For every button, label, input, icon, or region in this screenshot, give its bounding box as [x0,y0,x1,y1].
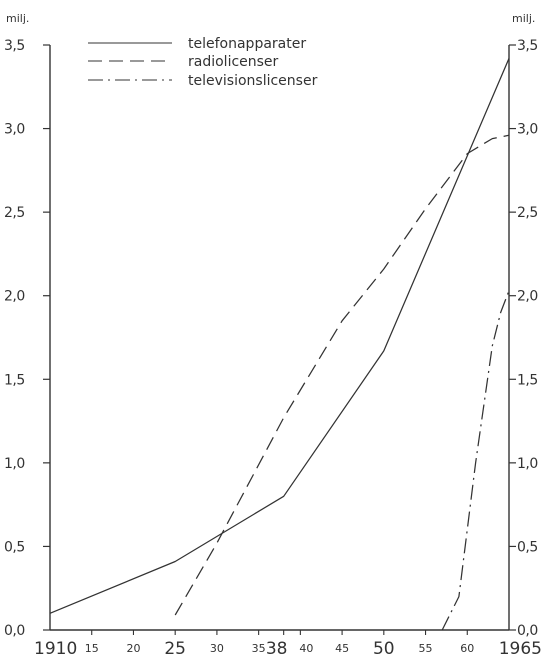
x-tick-label: 15 [85,642,99,655]
y-tick-label-left: 3,0 [4,122,25,138]
y-tick-label-left: 2,0 [4,289,25,305]
legend-label-radiolicenser: radiolicenser [188,54,279,70]
y-tick-label-left: 1,0 [4,456,25,472]
x-tick-label: 50 [373,639,395,659]
y-tick-label-right: 1,0 [517,456,538,472]
axes [49,45,510,631]
y-tick-label-left: 0,0 [4,623,25,639]
y-tick-label-left: 1,5 [4,372,25,388]
x-tick-label: 40 [299,642,313,655]
y-tick-label-right: 0,5 [517,539,538,555]
x-tick-label: 30 [210,642,224,655]
x-tick-label: 60 [460,642,474,655]
x-ticks: 1910 15 20 25 30 35 38 40 45 50 55 60 1965 [34,630,542,659]
x-tick-label: 20 [126,642,140,655]
y-tick-label-right: 3,5 [517,38,538,54]
y-tick-label-left: 3,5 [4,38,25,54]
legend-entry-telefonapparater: telefonapparater [88,36,306,52]
legend-label-telefonapparater: telefonapparater [188,36,306,52]
x-tick-label: 35 [252,642,266,655]
legend-entry-televisionslicenser: televisionslicenser [88,73,318,89]
legend-entry-radiolicenser: radiolicenser [88,54,279,70]
y-tick-label-right: 2,5 [517,205,538,221]
x-tick-label: 1965 [499,639,542,659]
legend: telefonapparater radiolicenser televisio… [88,36,318,89]
y-tick-label-left: 0,5 [4,539,25,555]
x-tick-label: 55 [419,642,433,655]
x-tick-label: 1910 [34,639,77,659]
y-tick-label-right: 2,0 [517,289,538,305]
y-axis-unit-left: milj. [6,12,29,25]
y-tick-label-right: 0,0 [517,623,538,639]
x-tick-label: 25 [164,639,186,659]
legend-label-televisionslicenser: televisionslicenser [188,73,318,89]
y-axis-unit-right: milj. [512,12,535,25]
series-line-telefonapparater [49,58,510,614]
y-tick-label-left: 2,5 [4,205,25,221]
series-line-radiolicenser [174,134,510,616]
y-tick-label-right: 3,0 [517,122,538,138]
y-tick-label-right: 1,5 [517,372,538,388]
series-line-televisionslicenser [441,290,510,631]
x-tick-label: 38 [266,639,288,659]
series-lines [49,58,510,631]
x-tick-label: 45 [335,642,349,655]
y-ticks: 0,0 0,0 0,5 0,5 1,0 1,0 1,5 1,5 2,0 2,0 2,5 2,5 3,0 3… [4,38,538,639]
